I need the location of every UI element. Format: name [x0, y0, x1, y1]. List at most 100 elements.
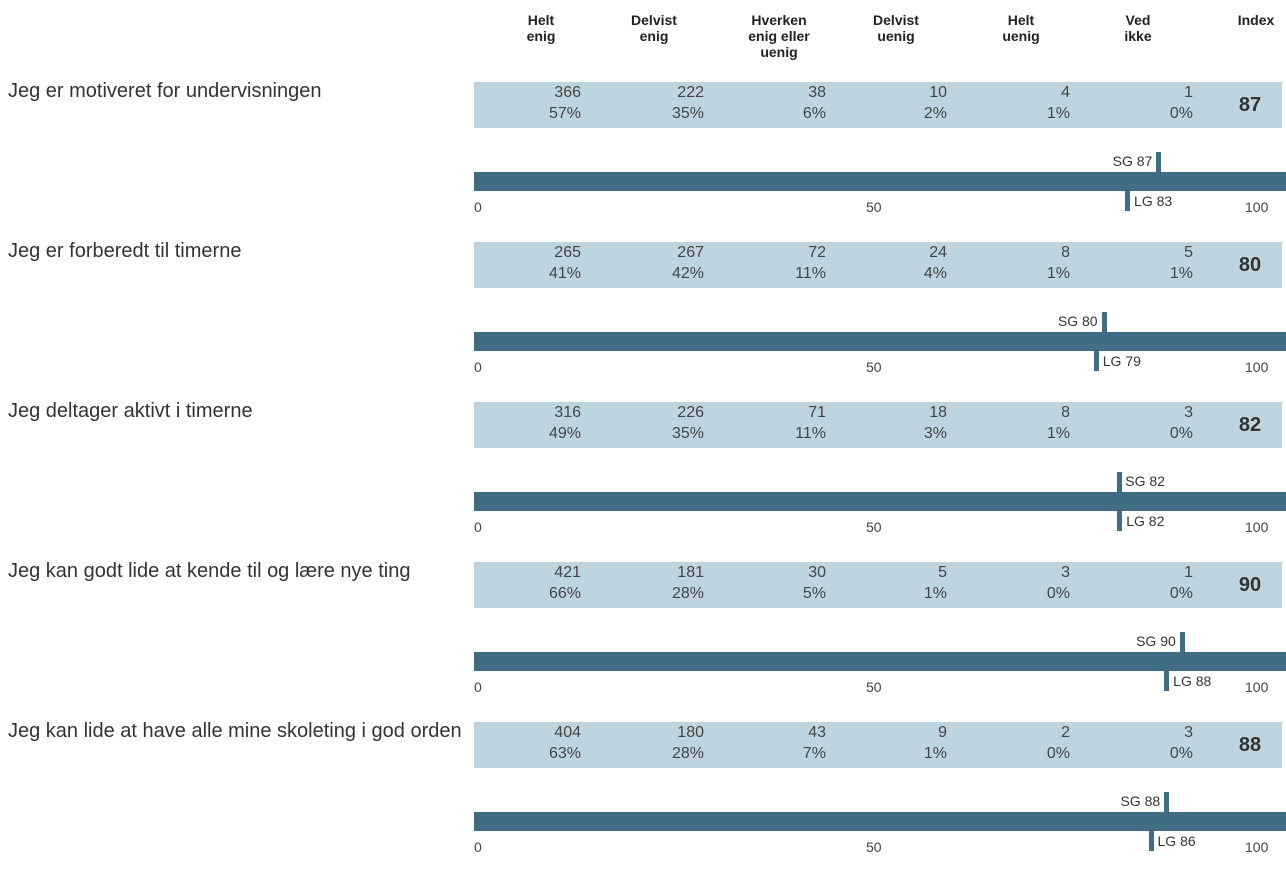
axis-tick-label: 0: [474, 519, 482, 535]
axis-tick-label: 0: [474, 839, 482, 855]
lg-label: LG 83: [1134, 193, 1173, 209]
axis-tick-label: 50: [866, 359, 882, 375]
axis-tick-label: 50: [866, 199, 882, 215]
count-value: 3: [1061, 564, 1070, 581]
axis-tick-label: 50: [866, 679, 882, 695]
lg-label: LG 82: [1126, 513, 1165, 529]
axis-tick-label: 100: [1245, 679, 1269, 695]
percent-value: 0%: [1046, 585, 1070, 602]
scale-bar: [474, 492, 1286, 511]
percent-value: 1%: [1046, 105, 1070, 122]
count-value: 24: [929, 244, 947, 261]
index-value: 82: [1238, 414, 1262, 436]
sg-marker: [1164, 792, 1170, 812]
lg-marker: [1164, 671, 1170, 691]
count-value: 180: [677, 724, 704, 741]
axis-tick-label: 50: [866, 519, 882, 535]
percent-value: 28%: [671, 745, 704, 762]
percent-value: 2%: [923, 105, 947, 122]
axis-tick-label: 100: [1245, 359, 1269, 375]
percent-value: 7%: [802, 745, 826, 762]
lg-label: LG 88: [1173, 673, 1212, 689]
count-value: 10: [929, 84, 947, 101]
lg-marker: [1125, 191, 1131, 211]
axis-tick-label: 50: [866, 839, 882, 855]
count-value: 18: [929, 404, 947, 421]
count-value: 222: [677, 84, 704, 101]
percent-value: 49%: [548, 425, 581, 442]
count-value: 421: [554, 564, 581, 581]
scale-bar: [474, 172, 1286, 191]
axis-tick-label: 100: [1245, 839, 1269, 855]
percent-value: 1%: [923, 745, 947, 762]
percent-value: 0%: [1169, 425, 1193, 442]
index-value: 90: [1238, 574, 1262, 596]
count-value: 43: [808, 724, 826, 741]
scale-bar: [474, 812, 1286, 831]
question-label: Jeg kan lide at have alle mine skoleting…: [8, 720, 462, 742]
count-value: 5: [938, 564, 947, 581]
column-header: Helt enig: [526, 12, 556, 44]
count-value: 404: [554, 724, 581, 741]
percent-value: 28%: [671, 585, 704, 602]
count-value: 8: [1061, 404, 1070, 421]
percent-value: 3%: [923, 425, 947, 442]
count-value: 316: [554, 404, 581, 421]
count-value: 265: [554, 244, 581, 261]
count-value: 30: [808, 564, 826, 581]
percent-value: 35%: [671, 425, 704, 442]
scale-bar: [474, 652, 1286, 671]
percent-value: 1%: [923, 585, 947, 602]
scale-bar: [474, 332, 1286, 351]
response-band: [474, 722, 1282, 768]
percent-value: 42%: [671, 265, 704, 282]
percent-value: 4%: [923, 265, 947, 282]
count-value: 38: [808, 84, 826, 101]
count-value: 71: [808, 404, 826, 421]
count-value: 5: [1184, 244, 1193, 261]
sg-label: SG 88: [1120, 793, 1161, 809]
percent-value: 66%: [548, 585, 581, 602]
column-header: Delvist uenig: [873, 12, 919, 44]
sg-label: SG 87: [1112, 153, 1153, 169]
lg-label: LG 86: [1157, 833, 1196, 849]
index-value: 80: [1238, 254, 1262, 276]
percent-value: 0%: [1169, 105, 1193, 122]
sg-marker: [1156, 152, 1162, 172]
count-value: 3: [1184, 404, 1193, 421]
sg-marker: [1117, 472, 1123, 492]
count-value: 267: [677, 244, 704, 261]
percent-value: 5%: [802, 585, 826, 602]
percent-value: 1%: [1169, 265, 1193, 282]
count-value: 72: [808, 244, 826, 261]
sg-label: SG 80: [1057, 313, 1098, 329]
count-value: 226: [677, 404, 704, 421]
percent-value: 11%: [795, 425, 826, 442]
percent-value: 0%: [1169, 585, 1193, 602]
sg-label: SG 90: [1136, 633, 1176, 649]
index-value: 88: [1238, 734, 1262, 756]
axis-tick-label: 100: [1245, 199, 1269, 215]
column-header: Helt uenig: [1002, 12, 1040, 44]
percent-value: 11%: [795, 265, 826, 282]
column-header: Ved ikke: [1124, 12, 1152, 44]
count-value: 366: [554, 84, 581, 101]
count-value: 3: [1184, 724, 1193, 741]
percent-value: 1%: [1046, 265, 1070, 282]
lg-marker: [1148, 831, 1154, 851]
percent-value: 57%: [548, 105, 581, 122]
index-value: 87: [1238, 94, 1262, 116]
percent-value: 41%: [548, 265, 581, 282]
axis-tick-label: 0: [474, 359, 482, 375]
lg-marker: [1093, 351, 1099, 371]
percent-value: 1%: [1046, 425, 1070, 442]
question-label: Jeg kan godt lide at kende til og lære n…: [8, 560, 411, 582]
column-header: Delvist enig: [631, 12, 677, 44]
percent-value: 35%: [671, 105, 704, 122]
percent-value: 0%: [1169, 745, 1193, 762]
count-value: 8: [1061, 244, 1070, 261]
response-band: [474, 402, 1282, 448]
response-band: [474, 82, 1282, 128]
response-band: [474, 242, 1282, 288]
axis-tick-label: 0: [474, 679, 482, 695]
